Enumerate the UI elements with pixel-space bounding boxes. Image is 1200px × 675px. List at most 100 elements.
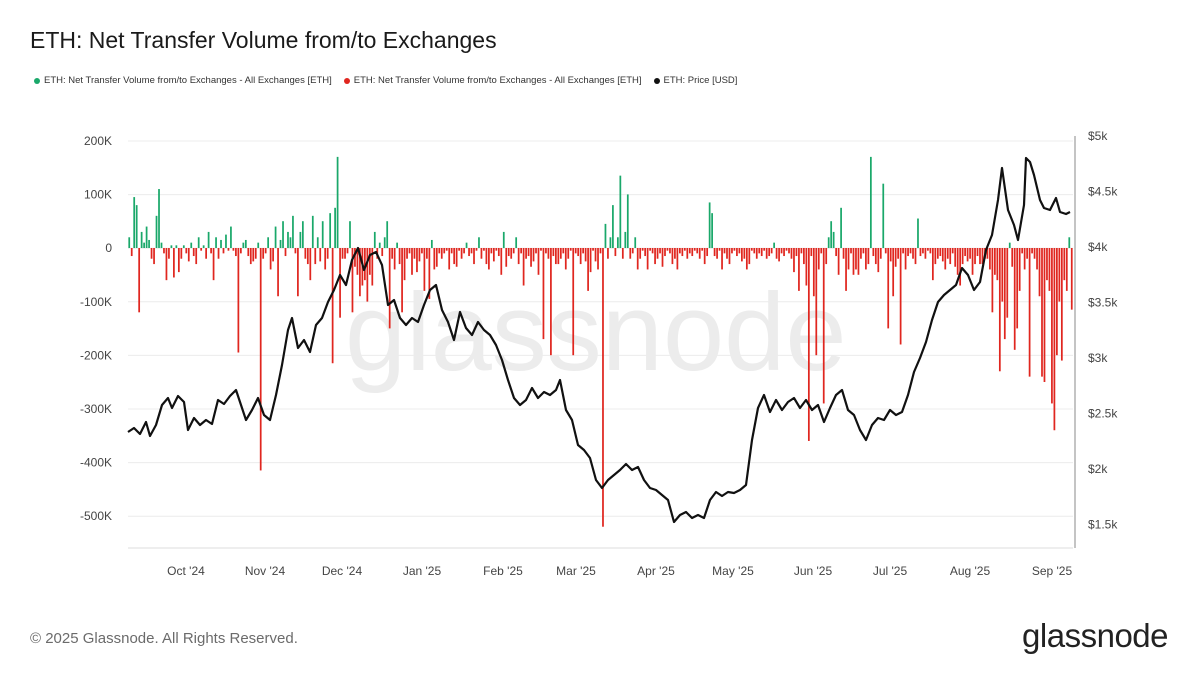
bar-inflow xyxy=(257,242,260,248)
bar-outflow xyxy=(371,248,374,286)
bar-inflow xyxy=(282,221,284,248)
bar-outflow xyxy=(723,248,726,254)
bar-outflow xyxy=(892,248,895,297)
bar-outflow xyxy=(488,248,490,270)
bar-outflow xyxy=(919,248,922,257)
bar-outflow xyxy=(542,248,545,340)
bar-outflow xyxy=(971,248,974,275)
bar-outflow xyxy=(679,248,681,254)
bar-outflow xyxy=(413,248,416,259)
bar-outflow xyxy=(217,248,220,259)
bar-outflow xyxy=(946,248,949,259)
bar-outflow xyxy=(579,248,582,265)
bar-outflow xyxy=(639,248,642,259)
legend-item-inflow[interactable]: ETH: Net Transfer Volume from/to Exchang… xyxy=(34,75,332,86)
bar-inflow xyxy=(148,239,150,248)
bar-outflow xyxy=(909,248,912,254)
bar-outflow xyxy=(850,248,852,254)
legend-item-outflow[interactable]: ETH: Net Transfer Volume from/to Exchang… xyxy=(343,75,642,86)
bar-outflow xyxy=(698,248,701,259)
bar-outflow xyxy=(252,248,255,262)
bar-inflow xyxy=(289,237,292,248)
bar-outflow xyxy=(1026,248,1028,259)
right-tick-label: $4.5k xyxy=(1088,185,1118,199)
legend-item-price[interactable]: ETH: Price [USD] xyxy=(653,75,737,86)
bar-outflow xyxy=(941,248,944,262)
bar-outflow xyxy=(753,248,756,254)
bar-outflow xyxy=(592,248,594,251)
bar-outflow xyxy=(1065,248,1068,291)
bar-outflow xyxy=(235,248,237,257)
bar-outflow xyxy=(810,248,813,257)
bar-outflow xyxy=(547,248,550,259)
bar-outflow xyxy=(1021,248,1024,254)
left-tick-label: 100K xyxy=(84,188,112,202)
bar-outflow xyxy=(368,248,371,275)
bar-outflow xyxy=(974,248,976,265)
bar-inflow xyxy=(502,231,505,248)
bar-outflow xyxy=(359,248,361,297)
bar-outflow xyxy=(775,248,778,259)
bar-inflow xyxy=(202,245,205,248)
bar-outflow xyxy=(393,248,396,270)
bar-outflow xyxy=(510,248,513,259)
bar-outflow xyxy=(857,248,860,275)
bar-inflow xyxy=(158,189,160,248)
left-tick-label: -300K xyxy=(80,402,112,416)
right-tick-label: $3k xyxy=(1088,351,1108,365)
bar-outflow xyxy=(842,248,845,259)
bar-outflow xyxy=(741,248,743,262)
bar-outflow xyxy=(406,248,408,259)
bar-outflow xyxy=(1006,248,1009,318)
bar-outflow xyxy=(743,248,746,259)
bar-outflow xyxy=(249,248,252,265)
bar-inflow xyxy=(604,223,607,248)
bar-outflow xyxy=(473,248,475,265)
bar-outflow xyxy=(455,248,458,267)
bar-outflow xyxy=(490,248,493,254)
bar-outflow xyxy=(703,248,706,265)
bar-outflow xyxy=(855,248,857,270)
bar-inflow xyxy=(274,226,277,248)
bar-inflow xyxy=(396,242,398,248)
bar-outflow xyxy=(805,248,808,286)
bar-outflow xyxy=(961,248,964,265)
bar-outflow xyxy=(669,248,671,254)
glassnode-logo[interactable]: glassnode xyxy=(1022,617,1168,654)
bar-outflow xyxy=(956,248,959,275)
bar-outflow xyxy=(1031,248,1033,254)
bar-outflow xyxy=(254,248,257,259)
bar-inflow xyxy=(160,242,163,248)
bar-outflow xyxy=(391,248,394,259)
bar-inflow xyxy=(1008,242,1011,248)
bar-outflow xyxy=(688,248,691,254)
bar-inflow xyxy=(140,231,143,248)
bar-outflow xyxy=(862,248,865,254)
bar-outflow xyxy=(656,248,659,259)
bar-outflow xyxy=(872,248,875,257)
bar-outflow xyxy=(778,248,780,262)
bar-outflow xyxy=(314,248,317,265)
bar-outflow xyxy=(550,248,552,356)
bar-outflow xyxy=(294,248,297,254)
bar-outflow xyxy=(319,248,322,262)
bar-outflow xyxy=(421,248,423,254)
bar-outflow xyxy=(247,248,250,257)
bar-outflow xyxy=(998,248,1001,372)
bar-inflow xyxy=(827,237,830,248)
bar-outflow xyxy=(205,248,207,259)
bar-outflow xyxy=(567,248,570,259)
bar-inflow xyxy=(708,202,711,248)
left-tick-label: -500K xyxy=(80,509,112,523)
bar-outflow xyxy=(562,248,565,254)
bar-inflow xyxy=(301,221,304,248)
bar-inflow xyxy=(321,221,324,248)
x-tick-label: Apr '25 xyxy=(637,564,675,578)
bar-outflow xyxy=(877,248,880,273)
bar-outflow xyxy=(681,248,684,257)
bar-outflow xyxy=(780,248,783,254)
bar-outflow xyxy=(272,248,274,262)
bar-inflow xyxy=(230,226,232,248)
bar-outflow xyxy=(661,248,664,267)
left-axis: 200K 100K 0 -100K -200K -300K -400K -500K xyxy=(80,134,112,523)
